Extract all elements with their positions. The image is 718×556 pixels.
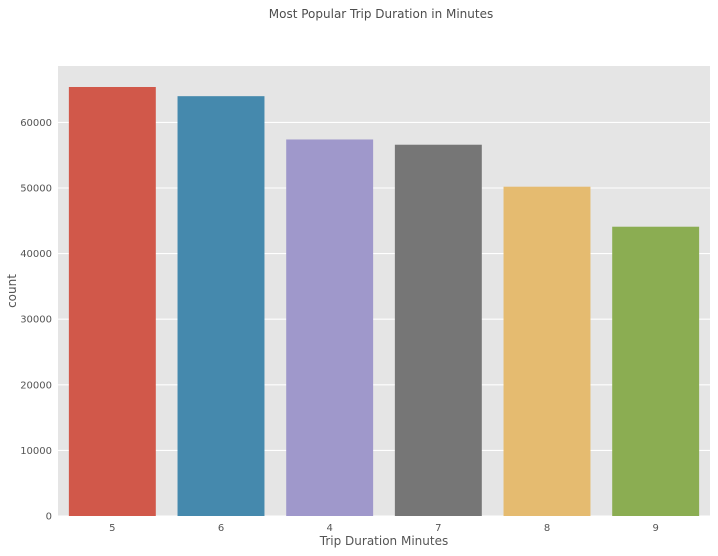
x-tick-label: 5: [109, 523, 115, 534]
x-tick-label: 9: [652, 523, 658, 534]
y-tick-label: 20000: [20, 380, 52, 391]
y-axis-ticks: 0 10000 20000 30000 40000 50000 60000: [20, 118, 52, 523]
bar-4: [286, 139, 374, 516]
x-axis-ticks: 5 6 4 7 8 9: [109, 523, 659, 534]
x-tick-label: 7: [435, 523, 441, 534]
x-tick-label: 8: [544, 523, 550, 534]
y-tick-label: 60000: [20, 118, 52, 129]
plot-area: [58, 66, 710, 516]
chart-title: Most Popular Trip Duration in Minutes: [269, 7, 493, 21]
bar-9: [612, 226, 700, 516]
y-tick-label: 50000: [20, 184, 52, 195]
bars: [68, 86, 700, 516]
bar-8: [503, 186, 591, 516]
x-axis-label: Trip Duration Minutes: [319, 534, 448, 548]
y-tick-label: 0: [46, 512, 52, 523]
grid-lines: [58, 121, 710, 517]
bar-5: [68, 86, 156, 516]
x-tick-label: 6: [218, 523, 224, 534]
bar-6: [177, 96, 265, 516]
y-tick-label: 30000: [20, 315, 52, 326]
y-tick-label: 40000: [20, 249, 52, 260]
y-tick-label: 10000: [20, 446, 52, 457]
y-axis-label: count: [5, 274, 19, 308]
x-tick-label: 4: [326, 523, 332, 534]
bar-7: [394, 144, 482, 516]
